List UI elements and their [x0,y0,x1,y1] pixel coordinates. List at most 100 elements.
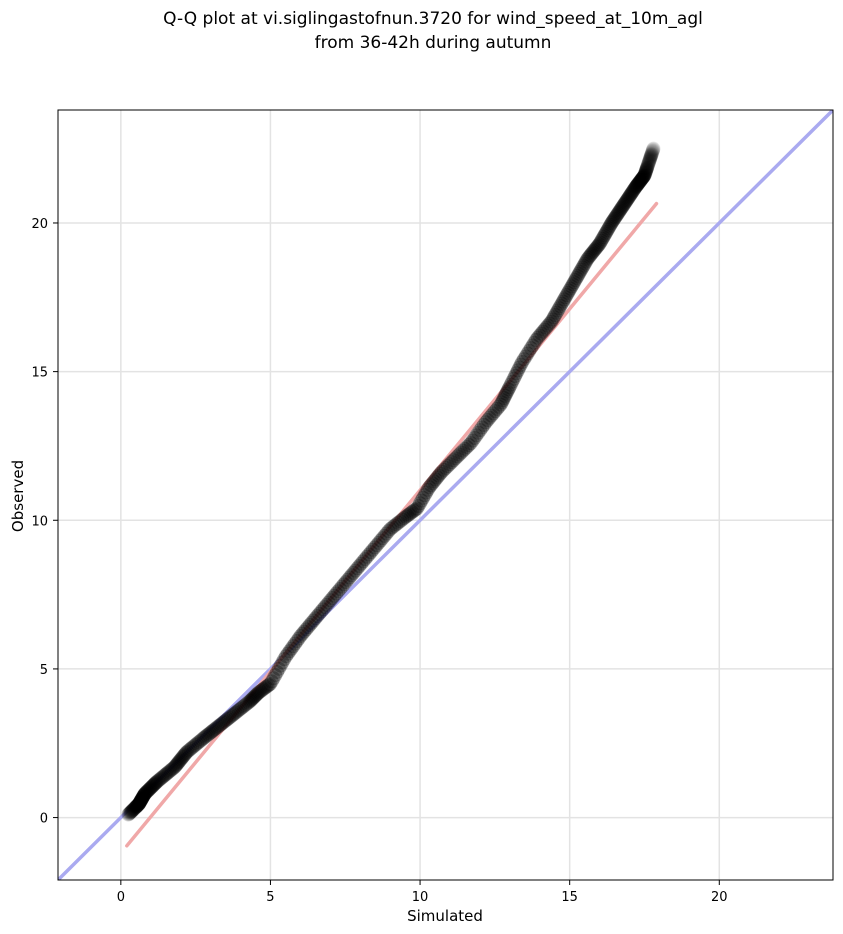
qq-point [640,158,655,173]
fit-reference-line [125,201,659,848]
qq-point [495,393,510,408]
qq-point [268,668,283,683]
qq-point [266,671,281,686]
qq-point [361,547,376,562]
qq-point [513,357,528,372]
qq-point [644,146,659,161]
qq-point [170,756,185,771]
qq-point [423,478,438,493]
qq-point [643,151,658,166]
qq-point [484,408,499,423]
qq-point [584,246,599,261]
qq-point [122,806,137,821]
qq-point [499,386,514,401]
qq-point [631,176,646,191]
qq-point [559,288,574,303]
qq-point [126,801,141,816]
qq-point [615,199,630,214]
qq-point [417,488,432,503]
qq-point [340,572,355,587]
qq-point [133,794,148,809]
qq-point [408,502,423,517]
qq-point [125,803,140,818]
qq-point [482,410,497,425]
qq-point [334,579,349,594]
qq-point [570,268,585,283]
qq-point [134,792,149,807]
qq-point [567,275,582,290]
qq-point [129,799,144,814]
qq-point [433,466,448,481]
qq-point [604,216,619,231]
qq-point [133,793,148,808]
y-tick-label: 0 [40,812,48,827]
qq-point [617,196,632,211]
qq-point [640,159,655,174]
qq-point [315,602,330,617]
qq-point [489,401,504,416]
qq-point [132,796,147,811]
qq-point [397,511,412,526]
qq-point [628,180,643,195]
qq-point [409,501,424,516]
qq-point [619,194,634,209]
qq-point [558,290,573,305]
x-axis-label: Simulated [407,907,483,925]
qq-point [205,723,220,738]
qq-point [637,167,652,182]
qq-point [438,460,453,475]
qq-point [400,508,415,523]
qq-point [395,512,410,527]
qq-point [525,338,540,353]
qq-point [580,252,595,267]
qq-point [124,804,139,819]
qq-point [613,202,628,217]
qq-point [509,366,524,381]
qq-point [428,472,443,487]
qq-point [260,679,275,694]
qq-point [137,787,152,802]
qq-point [201,727,216,742]
y-tick-label: 10 [31,514,48,529]
qq-point [549,305,564,320]
qq-point [121,807,136,822]
qq-point [284,641,299,656]
qq-point [557,292,572,307]
qq-point [562,283,577,298]
qq-point [645,144,660,159]
qq-point [518,349,533,364]
qq-point [310,609,325,624]
qq-point [140,783,155,798]
qq-point [420,482,435,497]
qq-point [231,703,246,718]
qq-point [377,528,392,543]
qq-point [297,624,312,639]
qq-point [625,184,640,199]
qq-point [598,226,613,241]
qq-point [234,700,249,715]
qq-point [128,800,143,815]
qq-point [217,714,232,729]
qq-point [312,606,327,621]
qq-point [646,142,661,157]
qq-point [502,380,517,395]
qq-point [542,316,557,331]
qq-point [633,173,648,188]
qq-point [188,737,203,752]
qq-point [136,788,151,803]
qq-point [177,747,192,762]
qq-point [398,509,413,524]
x-tick-label: 10 [412,890,429,905]
qq-point [169,757,184,772]
qq-point [336,577,351,592]
qq-point [508,369,523,384]
qq-point [236,699,251,714]
qq-point [159,767,174,782]
qq-point [641,157,656,172]
qq-point [123,805,138,820]
qq-point [510,363,525,378]
qq-point [516,352,531,367]
qq-point [645,145,660,160]
qq-point [480,413,495,428]
qq-point [642,152,657,167]
